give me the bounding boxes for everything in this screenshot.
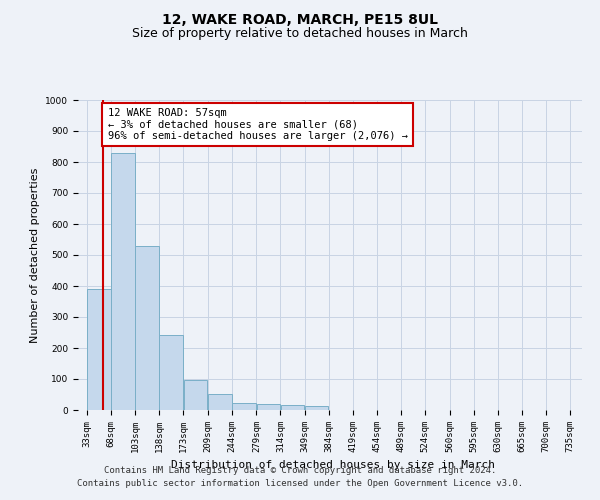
- Bar: [111, 152, 135, 410]
- Bar: [257, 404, 280, 410]
- Text: Distribution of detached houses by size in March: Distribution of detached houses by size …: [171, 460, 495, 470]
- Bar: [136, 246, 159, 410]
- Text: Size of property relative to detached houses in March: Size of property relative to detached ho…: [132, 28, 468, 40]
- Bar: [281, 406, 304, 410]
- Text: Contains HM Land Registry data © Crown copyright and database right 2024.
Contai: Contains HM Land Registry data © Crown c…: [77, 466, 523, 487]
- Text: 12 WAKE ROAD: 57sqm
← 3% of detached houses are smaller (68)
96% of semi-detache: 12 WAKE ROAD: 57sqm ← 3% of detached hou…: [107, 108, 407, 141]
- Bar: [160, 335, 183, 410]
- Text: 12, WAKE ROAD, MARCH, PE15 8UL: 12, WAKE ROAD, MARCH, PE15 8UL: [162, 12, 438, 26]
- Bar: [208, 394, 232, 410]
- Bar: [184, 380, 207, 410]
- Bar: [87, 289, 111, 410]
- Y-axis label: Number of detached properties: Number of detached properties: [30, 168, 40, 342]
- Bar: [305, 406, 328, 410]
- Bar: [232, 403, 256, 410]
